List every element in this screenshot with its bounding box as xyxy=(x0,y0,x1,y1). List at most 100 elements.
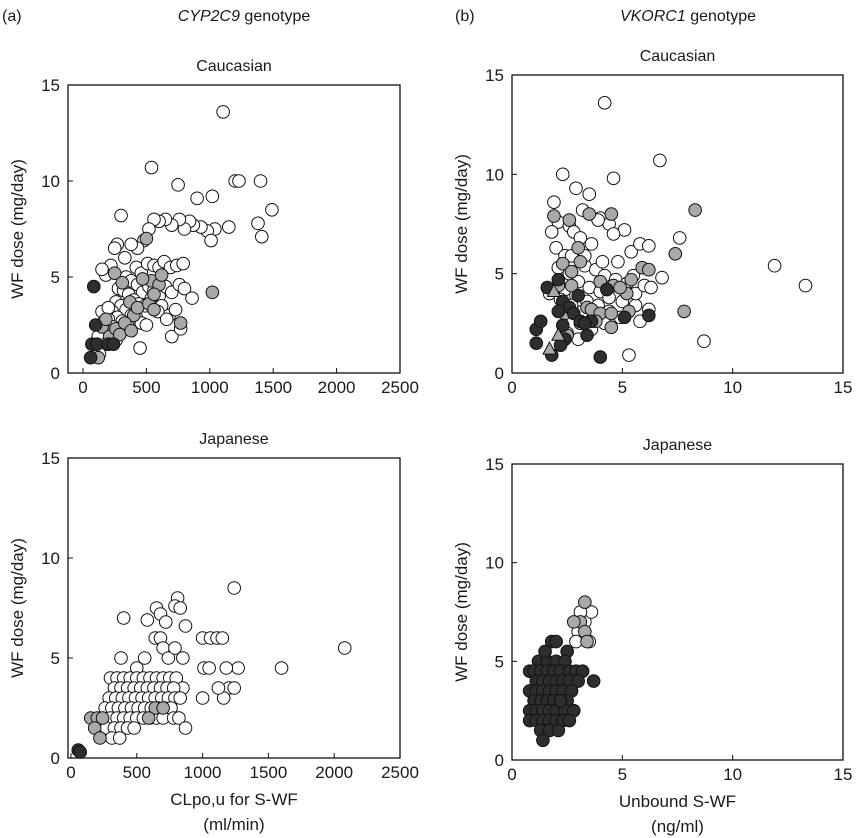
x-tick-label: 1000 xyxy=(191,378,229,397)
data-point xyxy=(551,723,566,738)
data-point xyxy=(604,306,619,321)
data-point xyxy=(114,208,128,223)
data-point xyxy=(571,288,586,303)
data-point xyxy=(227,581,241,595)
data-point xyxy=(101,300,116,315)
data-point xyxy=(177,281,192,296)
plot-frame xyxy=(511,74,844,374)
data-point xyxy=(147,287,161,302)
x-tick-label: 2000 xyxy=(315,763,353,782)
x-tick-label: 1500 xyxy=(254,378,292,397)
data-point xyxy=(597,96,612,110)
data-point xyxy=(156,701,170,715)
data-point xyxy=(254,229,269,244)
data-point xyxy=(106,337,121,352)
data-point xyxy=(93,731,107,745)
x-tick-label: 15 xyxy=(834,378,853,397)
y-tick-label: 10 xyxy=(41,549,60,568)
x-tick-label: 10 xyxy=(723,378,742,397)
data-point xyxy=(88,318,103,332)
data-point xyxy=(195,691,210,705)
data-point xyxy=(219,661,234,675)
data-point xyxy=(551,327,566,341)
y-tick-label: 10 xyxy=(485,554,504,573)
data-point xyxy=(767,258,782,273)
y-tick-label: 15 xyxy=(485,66,504,85)
data-point xyxy=(553,338,568,352)
column-gene-b: VKORC1 xyxy=(620,8,686,25)
data-point xyxy=(547,195,561,209)
data-point xyxy=(611,254,625,269)
data-point xyxy=(127,721,141,735)
data-point xyxy=(274,661,289,675)
data-point xyxy=(144,160,159,175)
scatter-panel-ca-cyp2c9: 0 500 1000 1500 2000 2500 0 5 10 15 Caucasian WF do… xyxy=(8,58,419,397)
x-axis-label: CLpo,u for S-WF xyxy=(170,790,298,809)
data-point xyxy=(544,225,559,239)
x-tick-label: 1500 xyxy=(249,763,287,782)
data-point xyxy=(571,674,586,688)
data-point xyxy=(533,314,548,329)
data-point xyxy=(529,336,544,351)
data-point xyxy=(116,611,131,625)
data-point xyxy=(613,280,627,295)
data-point xyxy=(571,241,586,255)
data-point xyxy=(232,174,246,188)
data-point xyxy=(564,264,579,279)
data-point xyxy=(215,631,230,645)
scatter-panel-jp-cyp2c9: 0 500 1000 1500 2000 2500 0 5 10 15 Japanese WF dos… xyxy=(8,431,419,834)
data-point xyxy=(227,681,241,695)
x-tick-label: 2500 xyxy=(381,378,419,397)
plot-frame xyxy=(67,457,401,759)
data-point xyxy=(161,651,176,665)
data-point xyxy=(168,641,182,655)
x-tick-label: 15 xyxy=(834,765,853,784)
y-tick-label: 0 xyxy=(51,364,60,383)
data-point xyxy=(582,187,597,201)
y-tick-label: 0 xyxy=(495,751,504,770)
data-point xyxy=(586,674,601,688)
data-point xyxy=(137,651,152,665)
data-point xyxy=(190,191,204,206)
data-point xyxy=(95,711,110,725)
plot-frame xyxy=(67,84,401,374)
column-suffix-b: genotype xyxy=(686,8,756,25)
y-tick-label: 15 xyxy=(41,449,60,468)
data-point xyxy=(124,323,138,338)
y-tick-label: 5 xyxy=(495,652,504,671)
data-point xyxy=(604,207,619,221)
data-point xyxy=(569,181,583,196)
data-point xyxy=(95,262,109,277)
data-point xyxy=(140,613,155,627)
data-point xyxy=(139,231,154,246)
panel-letter-b: (b) xyxy=(455,8,475,25)
scatter-panel-jp-vkorc1: 0 5 10 15 0 5 10 15 Japanese WF dose (mg/day) Unbo… xyxy=(452,437,852,836)
data-point xyxy=(538,644,552,659)
data-point xyxy=(578,316,592,331)
plot-frame xyxy=(511,463,844,761)
y-tick-label: 10 xyxy=(485,165,504,184)
data-point xyxy=(231,661,245,675)
data-point xyxy=(158,615,173,629)
data-point xyxy=(253,174,268,188)
y-tick-label: 5 xyxy=(51,649,60,668)
x-tick-label: 500 xyxy=(132,378,160,397)
data-point xyxy=(551,304,566,319)
data-point xyxy=(173,601,188,615)
data-point xyxy=(606,171,621,186)
column-gene-a: CYP2C9 xyxy=(178,8,240,25)
data-point xyxy=(578,595,592,609)
data-point xyxy=(600,282,614,297)
x-tick-label: 0 xyxy=(78,378,87,397)
data-point xyxy=(566,615,581,629)
data-point xyxy=(546,283,562,298)
data-point xyxy=(697,334,711,349)
data-point xyxy=(555,167,570,182)
data-point xyxy=(677,304,691,319)
data-point xyxy=(141,711,156,725)
x-tick-label: 2500 xyxy=(381,763,419,782)
data-point xyxy=(642,308,656,323)
data-point xyxy=(251,216,265,231)
data-point xyxy=(216,105,230,119)
